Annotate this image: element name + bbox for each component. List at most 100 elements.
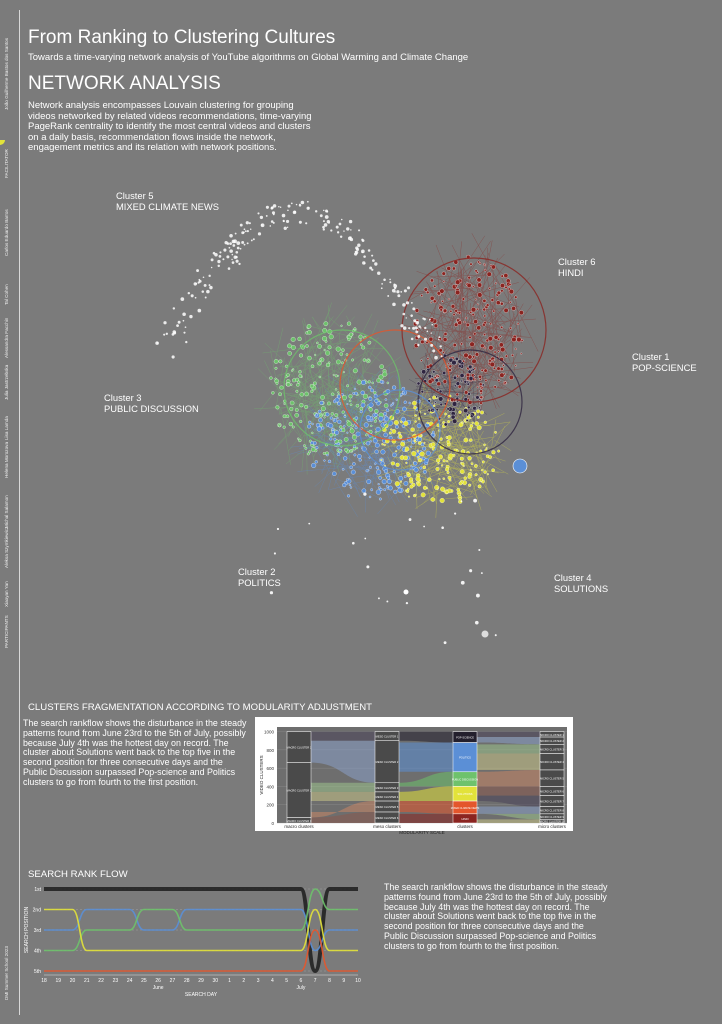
network-node xyxy=(449,309,453,313)
network-node xyxy=(354,439,357,443)
network-node xyxy=(425,450,431,456)
network-node xyxy=(488,345,494,351)
network-edge xyxy=(491,312,520,363)
network-node xyxy=(381,479,387,485)
network-edge xyxy=(291,393,398,397)
network-node xyxy=(346,494,351,498)
network-node xyxy=(354,426,358,430)
network-edge xyxy=(421,326,519,397)
network-node xyxy=(319,400,324,405)
network-node xyxy=(440,464,444,467)
network-edge xyxy=(437,270,448,378)
network-node xyxy=(477,260,480,264)
x-tick-label: 30 xyxy=(212,978,218,984)
network-node xyxy=(409,477,413,482)
network-node xyxy=(299,392,304,397)
network-node xyxy=(511,353,514,357)
network-node xyxy=(223,248,227,252)
outlier-node xyxy=(403,589,409,595)
network-node xyxy=(393,489,398,494)
network-node xyxy=(352,462,356,466)
network-node xyxy=(492,359,495,362)
network-node xyxy=(319,214,323,218)
network-edge xyxy=(262,340,361,354)
network-edge xyxy=(394,399,436,451)
network-node xyxy=(371,254,374,257)
network-edge xyxy=(308,435,378,439)
network-node xyxy=(180,297,185,301)
network-node xyxy=(343,415,347,418)
outlier-node xyxy=(273,552,277,555)
network-node xyxy=(427,477,432,482)
network-node xyxy=(336,231,340,234)
network-node xyxy=(442,280,445,283)
network-node xyxy=(417,335,421,338)
network-node xyxy=(335,346,341,352)
network-edge xyxy=(320,390,405,472)
network-node xyxy=(346,421,352,427)
network-node xyxy=(393,420,399,426)
network-node xyxy=(514,364,517,367)
network-node xyxy=(445,490,449,494)
network-node xyxy=(438,478,441,481)
network-node xyxy=(467,369,472,374)
network-edge xyxy=(452,418,482,511)
network-node xyxy=(306,452,310,456)
block-label: MICRO CLUSTER 3 xyxy=(540,747,564,751)
network-edge xyxy=(457,331,510,378)
network-node xyxy=(442,337,448,342)
network-edge xyxy=(443,432,451,471)
network-edge xyxy=(306,400,320,409)
network-node xyxy=(210,266,213,269)
network-edge xyxy=(435,348,447,367)
network-node xyxy=(346,384,350,388)
network-node xyxy=(289,406,294,411)
alluvial-flow xyxy=(477,744,540,754)
network-node xyxy=(339,352,344,356)
network-node xyxy=(176,324,179,327)
network-node xyxy=(468,376,474,381)
y-tick-label: 0 xyxy=(271,821,274,826)
cluster-name: POP-SCIENCE xyxy=(632,361,697,373)
network-edge xyxy=(468,328,497,409)
network-edge xyxy=(301,358,390,392)
network-edge xyxy=(333,458,335,468)
network-node xyxy=(446,471,450,474)
network-node xyxy=(387,295,390,297)
network-node xyxy=(367,380,371,384)
network-node xyxy=(465,419,469,422)
network-node xyxy=(514,295,518,299)
network-node xyxy=(241,240,245,244)
outlier-node xyxy=(469,569,473,573)
network-edge xyxy=(340,468,374,470)
block-label: MICRO CLUSTER 4 xyxy=(540,760,564,764)
network-node xyxy=(250,239,253,242)
network-node xyxy=(359,406,364,411)
network-node xyxy=(351,358,355,362)
network-node xyxy=(409,484,414,489)
network-node xyxy=(454,322,459,327)
network-node xyxy=(325,362,331,368)
network-node xyxy=(368,385,372,390)
network-node xyxy=(480,368,484,372)
network-node xyxy=(479,382,483,387)
network-node xyxy=(442,379,448,384)
network-node xyxy=(476,386,479,389)
network-edge xyxy=(485,466,488,489)
network-edge xyxy=(415,419,436,483)
network-edge xyxy=(472,350,495,381)
cluster-label: Cluster 6 HINDI xyxy=(558,256,596,278)
block-label: MICRO CLUSTER 5 xyxy=(540,777,564,781)
network-edge xyxy=(409,423,424,465)
outlier-node xyxy=(494,634,497,637)
network-edge xyxy=(278,356,357,445)
network-node xyxy=(408,327,411,330)
network-node xyxy=(447,414,451,418)
network-node xyxy=(426,330,429,333)
y-tick-label: 1000 xyxy=(264,730,275,735)
network-node xyxy=(439,288,445,294)
alluvial-flow xyxy=(477,795,540,807)
page-subtitle: Towards a time-varying network analysis … xyxy=(28,52,469,63)
outlier-node xyxy=(454,512,457,515)
network-node xyxy=(488,287,491,290)
